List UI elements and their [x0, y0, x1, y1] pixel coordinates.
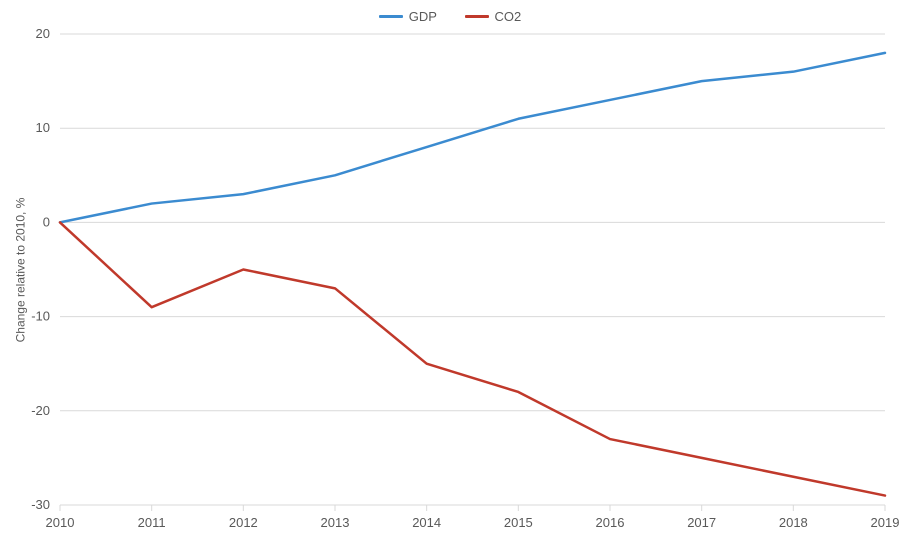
y-tick-label: -20	[31, 403, 50, 418]
x-tick-label: 2010	[46, 515, 75, 530]
legend-swatch-co2	[465, 15, 489, 18]
legend-item-co2: CO2	[465, 9, 522, 24]
legend-swatch-gdp	[379, 15, 403, 18]
y-tick-label: 0	[43, 214, 50, 229]
x-tick-label: 2013	[321, 515, 350, 530]
y-tick-label: -30	[31, 497, 50, 512]
series-line-co2	[60, 222, 885, 495]
x-tick-label: 2011	[138, 515, 166, 530]
x-tick-label: 2015	[504, 515, 533, 530]
y-tick-label: 10	[36, 120, 50, 135]
y-tick-label: -10	[31, 309, 50, 324]
x-tick-label: 2014	[412, 515, 441, 530]
x-tick-label: 2016	[596, 515, 625, 530]
y-axis-title: Change relative to 2010, %	[13, 198, 27, 343]
legend-label-gdp: GDP	[409, 9, 437, 24]
legend: GDP CO2	[0, 6, 900, 24]
x-tick-label: 2012	[229, 515, 258, 530]
chart-svg: -30 -20 -10 0 10 20 2010 2011 2012 2013 2014 2015 20…	[0, 0, 900, 540]
legend-label-co2: CO2	[495, 9, 522, 24]
series-line-gdp	[60, 53, 885, 223]
y-tick-label: 20	[36, 26, 50, 41]
line-chart: GDP CO2 Change relative to 2010, % -30 -2…	[0, 0, 900, 540]
x-tick-label: 2017	[687, 515, 716, 530]
legend-item-gdp: GDP	[379, 9, 437, 24]
x-tick-label: 2018	[779, 515, 808, 530]
x-tick-label: 2019	[871, 515, 900, 530]
